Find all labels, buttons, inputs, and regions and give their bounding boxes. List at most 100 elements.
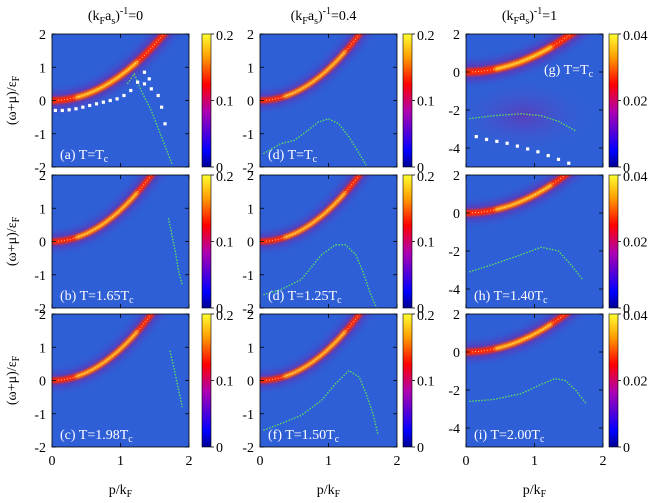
colorbar-gradient: [609, 175, 618, 308]
y-tick-label: 1: [247, 61, 254, 76]
y-tick-label: 2: [453, 169, 460, 184]
dispersion-line: [466, 34, 572, 73]
x-tick-label: 0: [49, 454, 56, 469]
y-tick-label: -2: [448, 384, 460, 399]
y-tick-label: 0: [247, 375, 254, 390]
y-axis-label: (ω+μ)/εF: [5, 75, 22, 125]
band-peak: [75, 191, 139, 239]
y-tick-label: 0: [453, 66, 460, 81]
panel-a: 2 1 0 -1 -2 (a) T=Tc: [34, 28, 190, 176]
y-tick-label: 0: [453, 207, 460, 222]
y-tick-label: -2: [242, 441, 254, 456]
y-tick-label: 2: [39, 28, 46, 43]
y-tick-label: 2: [39, 169, 46, 184]
data-point: [53, 108, 58, 113]
y-tick-label: 2: [453, 308, 460, 323]
panel-label: (f) T=1.50Tc: [268, 428, 340, 445]
x-axis-label: p/kF: [109, 483, 133, 500]
colorbar-tick-label: 0.02: [623, 236, 648, 251]
colorbar-gradient: [403, 34, 412, 167]
data-point: [156, 93, 160, 98]
colorbar-tick-label: 0.2: [417, 170, 435, 185]
y-tick-label: -2: [34, 441, 46, 456]
y-tick-label: 2: [247, 28, 254, 43]
y-tick-label: -1: [34, 408, 46, 423]
heatmap-content: [260, 175, 378, 308]
x-tick-label: 1: [117, 454, 124, 469]
y-tick-label: 0: [39, 236, 46, 251]
column-header-3: (kFas)-1=1: [502, 6, 557, 27]
colorbar: 0.2 0.1 0: [402, 170, 435, 317]
y-tick-label: 1: [39, 202, 46, 217]
colorbar-tick-label: 0.2: [417, 309, 435, 324]
colorbar-tick-label: 0.1: [216, 95, 234, 110]
data-point: [88, 103, 92, 108]
green-dispersion: [469, 246, 584, 280]
dispersion-line: [466, 314, 567, 353]
colorbar-gradient: [202, 34, 211, 167]
data-point: [129, 88, 133, 93]
colorbar-gradient: [202, 175, 211, 308]
green-dispersion: [167, 218, 183, 285]
dispersion-line: [260, 34, 360, 101]
panel-label: (h) T=1.40Tc: [474, 289, 548, 306]
data-point: [484, 137, 489, 142]
data-point: [142, 70, 147, 74]
data-point: [546, 154, 550, 158]
colorbar-tick-label: 0: [623, 161, 630, 176]
y-tick-label: 2: [247, 169, 254, 184]
colorbar-tick-label: 0: [216, 441, 223, 456]
green-dispersion: [126, 72, 173, 164]
colorbar: 0.2 0.1 0: [402, 29, 435, 176]
y-tick-label: -2: [34, 302, 46, 317]
band-peak: [75, 330, 139, 378]
data-point: [60, 108, 64, 113]
green-dispersion: [263, 369, 379, 434]
panel-h: 2 0 -2 -4 (h) T=1.40Tc: [448, 169, 604, 309]
colorbar-tick-label: 0: [417, 302, 424, 317]
y-tick-label: -2: [242, 161, 254, 176]
panel-f: 210-1-20 1 2(f) T=1.50Tc: [242, 308, 400, 469]
y-tick-label: -2: [242, 302, 254, 317]
y-tick-label: -1: [242, 128, 254, 143]
band-peak: [283, 50, 347, 98]
panel-d: 2 1 0 -1 -2 (d) T=1.25Tc: [242, 169, 398, 317]
panel-label: (d) T=1.25Tc: [268, 289, 342, 306]
panel-label: (a) T=Tc: [60, 148, 109, 165]
y-axis-label: (ω+μ)/εF: [5, 355, 22, 405]
data-point: [67, 108, 71, 112]
y-tick-label: -4: [448, 422, 460, 437]
x-axis-label: p/kF: [523, 483, 547, 500]
data-point: [81, 105, 85, 109]
y-tick-label: -2: [448, 104, 460, 119]
colorbar-gradient: [403, 314, 412, 447]
panel-label: (c) T=1.98Tc: [60, 428, 133, 445]
panel-label: (b) T=1.65Tc: [60, 289, 134, 306]
dispersion-line: [260, 175, 360, 242]
colorbar-gradient: [403, 175, 412, 308]
colorbar-tick-label: 0.1: [417, 236, 435, 251]
panel-label: (g) T=Tc: [544, 63, 594, 80]
data-point: [101, 100, 105, 104]
colorbar: 0.2 0.1 0: [402, 309, 435, 456]
panel-c: 210-1-20 1 2(c) T=1.98Tc: [34, 308, 193, 469]
x-tick-label: 1: [325, 454, 332, 469]
y-tick-label: 0: [247, 236, 254, 251]
y-tick-label: 1: [39, 61, 46, 76]
data-point: [160, 105, 164, 109]
x-tick-label: 2: [186, 454, 193, 469]
heatmap-content: [260, 34, 369, 166]
colorbar-tick-label: 0.2: [417, 29, 435, 44]
colorbar-tick-label: 0.04: [623, 309, 648, 324]
y-tick-label: 2: [453, 28, 460, 43]
y-tick-label: -1: [34, 269, 46, 284]
colorbar-tick-label: 0.2: [216, 170, 234, 185]
x-tick-label: 0: [257, 454, 264, 469]
data-point: [136, 80, 140, 84]
column-header-1: (kFas)-1=0: [88, 6, 143, 27]
heatmap-content: [52, 175, 183, 285]
colorbar: 0.2 0.1 0: [201, 309, 234, 456]
colorbar: 0.2 0.1 0: [201, 170, 234, 317]
dispersion-line: [260, 314, 360, 381]
